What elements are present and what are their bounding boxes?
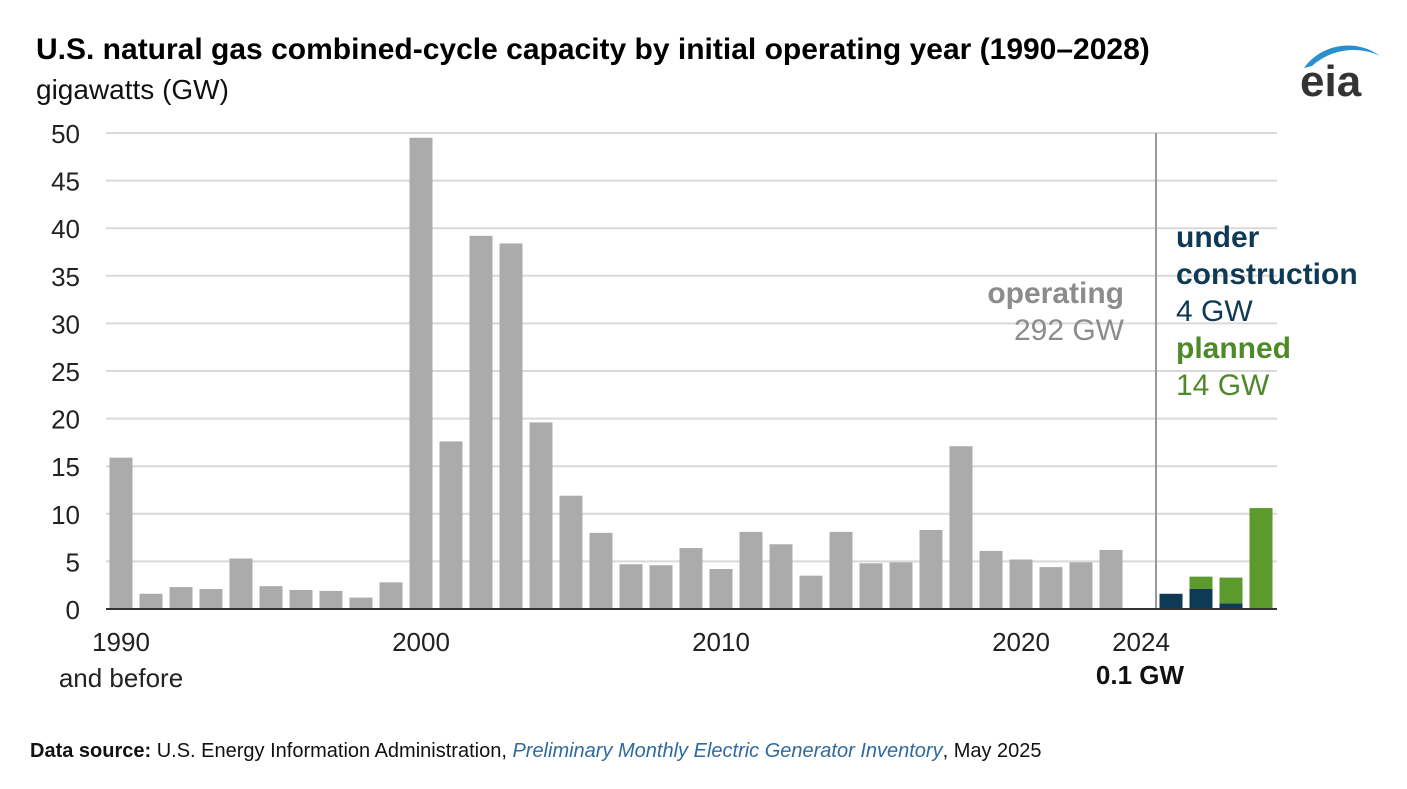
bar-operating-2018 (949, 446, 973, 609)
bar-operating-2020 (1009, 559, 1033, 609)
bar-operating-2003 (499, 243, 523, 609)
y-tick-label: 20 (51, 405, 80, 435)
bar-under-construction-2027 (1219, 603, 1243, 609)
bar-operating-2016 (889, 562, 913, 609)
bar-planned-2026 (1189, 576, 1213, 590)
x-tick-label: 2000 (392, 627, 450, 657)
bar-operating-2008 (649, 565, 673, 609)
bar-operating-2001 (439, 441, 463, 609)
bar-operating-2004 (529, 422, 553, 609)
bar-operating-1995 (259, 586, 283, 609)
source-link[interactable]: Preliminary Monthly Electric Generator I… (512, 740, 943, 762)
bar-operating-1993 (199, 589, 223, 609)
under-construction-label-line1: under (1176, 221, 1260, 254)
bar-operating-2023 (1099, 549, 1123, 609)
logo-text: eia (1300, 57, 1362, 106)
x-tick-label: 2020 (992, 627, 1050, 657)
planned-value: 14 GW (1176, 369, 1270, 402)
bar-operating-2021 (1039, 567, 1063, 609)
x-tick-label: 1990 (92, 627, 150, 657)
y-tick-label: 40 (51, 214, 80, 244)
y-tick-label: 30 (51, 309, 80, 339)
bar-operating-2013 (799, 575, 823, 609)
logo-swoosh-icon (1304, 45, 1380, 68)
bar-operating-2007 (619, 564, 643, 609)
under-construction-label-line2: construction (1176, 258, 1358, 291)
y-tick-label: 0 (66, 595, 80, 625)
bar-operating-2017 (919, 529, 943, 609)
operating-label: operating (987, 277, 1124, 310)
bar-operating-1998 (349, 597, 373, 609)
y-tick-label: 15 (51, 452, 80, 482)
bar-operating-2000 (409, 137, 433, 609)
data-source: Data source: U.S. Energy Information Adm… (30, 740, 1042, 763)
bar-planned-2027 (1219, 577, 1243, 604)
bar-operating-1994 (229, 558, 253, 609)
source-text: U.S. Energy Information Administration, (151, 740, 513, 762)
chart-canvas: 0 5 10 15 20 25 30 35 40 45 50 1990 and before 2000 2… (51, 119, 1358, 693)
bar-operating-2005 (559, 495, 583, 609)
bar-operating-2011 (739, 531, 763, 609)
bar-operating-1992 (169, 587, 193, 609)
bars (109, 137, 1273, 610)
bar-operating-1991 (139, 593, 163, 609)
bar-operating-2010 (709, 569, 733, 609)
y-tick-label: 25 (51, 357, 80, 387)
under-construction-value: 4 GW (1176, 295, 1253, 328)
bar-operating-2009 (679, 548, 703, 609)
bar-operating-1999 (379, 582, 403, 609)
x-axis-ticks: 1990 and before 2000 2010 2020 2024 (59, 627, 1170, 693)
bar-operating-2006 (589, 532, 613, 609)
y-tick-label: 10 (51, 500, 80, 530)
gridlines (106, 132, 1277, 563)
y-tick-label: 35 (51, 262, 80, 292)
bar-operating-1990 (109, 457, 133, 609)
bar-operating-2015 (859, 563, 883, 609)
eia-logo: eia (1300, 45, 1380, 106)
bar-operating-2014 (829, 531, 853, 609)
x-tick-label: 2010 (692, 627, 750, 657)
bar-operating-2002 (469, 235, 493, 610)
bar-under-construction-2026 (1189, 589, 1213, 609)
bar-operating-2019 (979, 550, 1003, 609)
source-date: , May 2025 (942, 740, 1042, 762)
bar-operating-1996 (289, 589, 313, 609)
y-tick-label: 50 (51, 119, 80, 149)
y-axis-ticks: 0 5 10 15 20 25 30 35 40 45 50 (51, 119, 80, 625)
x-tick-label: 2024 (1112, 627, 1170, 657)
operating-value: 292 GW (1014, 314, 1125, 347)
source-prefix: Data source: (30, 740, 152, 762)
bar-operating-1997 (319, 590, 343, 609)
y-tick-label: 45 (51, 167, 80, 197)
planned-label: planned (1176, 332, 1291, 365)
value-2024-label: 0.1 GW (1096, 660, 1185, 690)
bar-under-construction-2025 (1159, 593, 1183, 609)
chart-title: U.S. natural gas combined-cycle capacity… (36, 33, 1150, 66)
chart-subtitle: gigawatts (GW) (36, 74, 229, 105)
bar-operating-2022 (1069, 562, 1093, 609)
bar-operating-2012 (769, 544, 793, 609)
x-tick-label: and before (59, 663, 183, 693)
bar-planned-2028 (1249, 508, 1273, 609)
y-tick-label: 5 (66, 547, 80, 577)
